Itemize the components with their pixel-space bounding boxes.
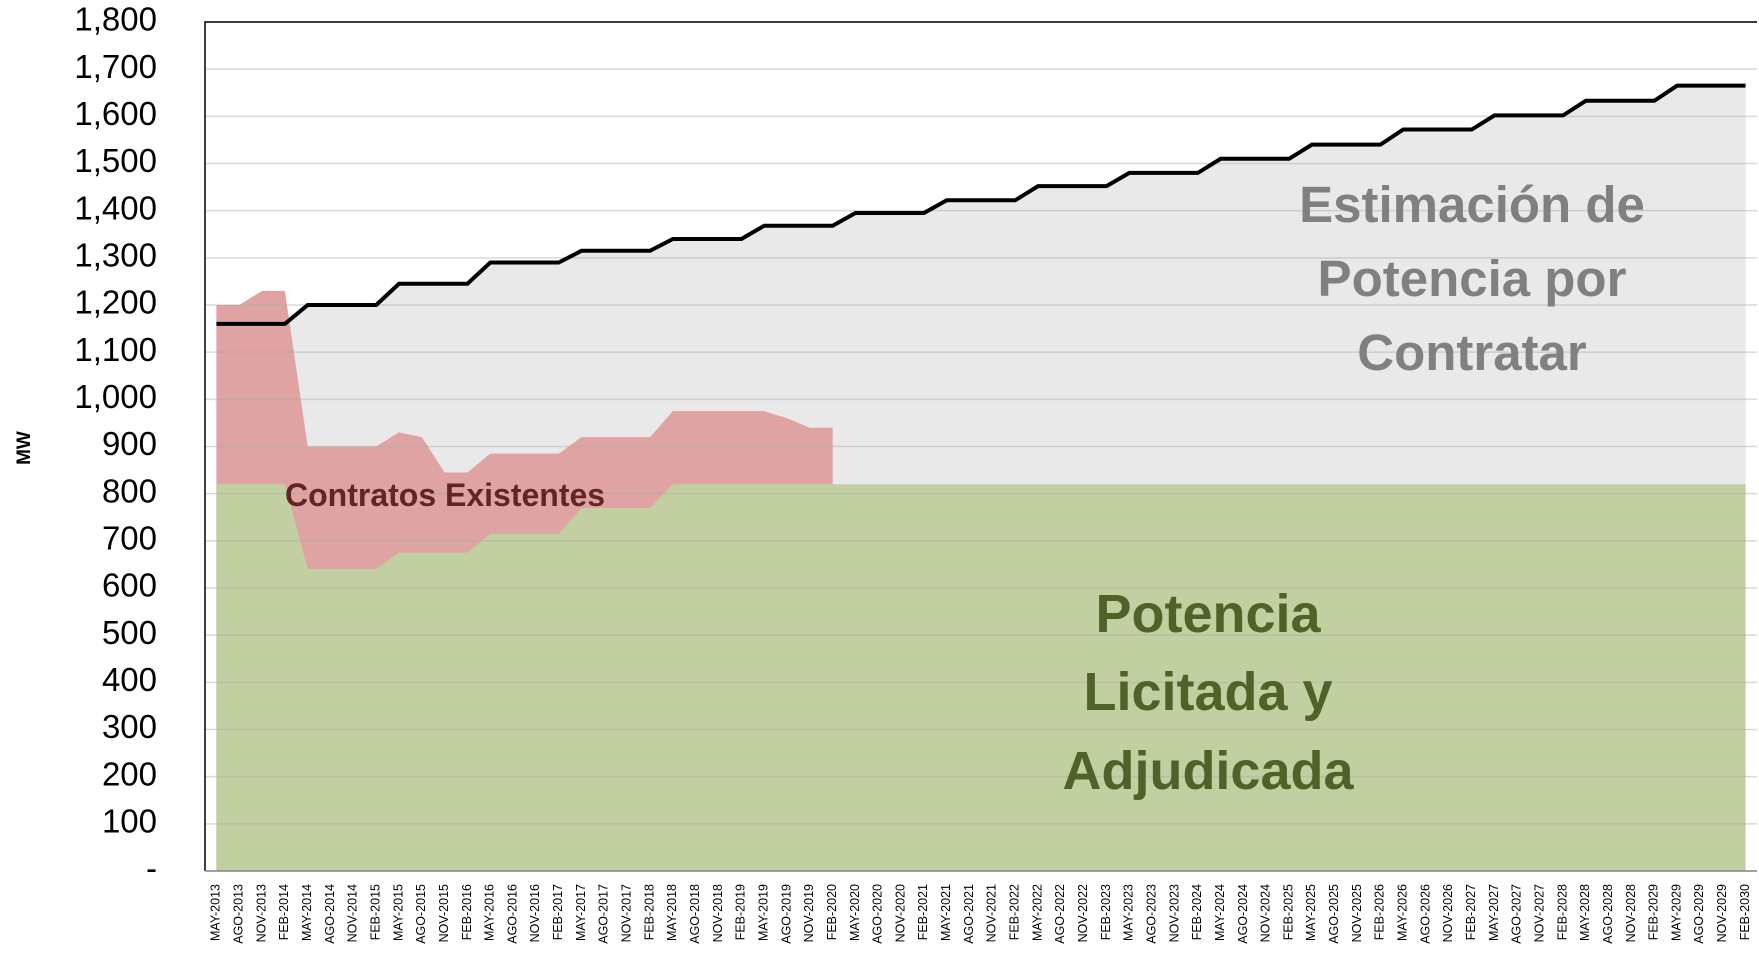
y-tick-label: 300 [102, 708, 157, 745]
x-tick-label: NOV-2019 [802, 884, 816, 942]
y-tick-label: 1,300 [74, 237, 157, 274]
x-tick-label: FEB-2024 [1190, 884, 1204, 940]
x-tick-label: MAY-2013 [209, 884, 223, 941]
x-tick-label: FEB-2015 [368, 884, 382, 940]
y-tick-label: 1,400 [74, 189, 157, 226]
x-tick-label: FEB-2016 [460, 884, 474, 940]
y-tick-label: 700 [102, 520, 157, 557]
x-tick-label: NOV-2025 [1350, 884, 1364, 942]
x-tick-label: FEB-2020 [825, 884, 839, 940]
x-tick-label: AGO-2021 [962, 884, 976, 944]
x-tick-label: MAY-2022 [1030, 884, 1044, 941]
y-tick-label: 500 [102, 614, 157, 651]
x-tick-label: FEB-2018 [642, 884, 656, 940]
x-tick-label: NOV-2017 [620, 884, 634, 942]
x-tick-label: NOV-2026 [1441, 884, 1455, 942]
x-tick-label: AGO-2017 [597, 884, 611, 944]
x-tick-label: AGO-2018 [688, 884, 702, 944]
y-tick-label: - [146, 850, 157, 887]
y-tick-label: 1,100 [74, 331, 157, 368]
line [216, 83, 1746, 326]
x-tick-label: AGO-2016 [505, 884, 519, 944]
x-tick-label: AGO-2027 [1510, 884, 1524, 944]
x-tick-label: FEB-2017 [551, 884, 565, 940]
y-tick-label: 1,500 [74, 142, 157, 179]
x-tick-label: FEB-2014 [277, 884, 291, 940]
series-label: Potencia Licitada y Adjudicada [1062, 584, 1354, 801]
x-tick-label: FEB-2027 [1464, 884, 1478, 940]
x-tick-label: NOV-2021 [985, 884, 999, 942]
x-tick-label: NOV-2029 [1715, 884, 1729, 942]
x-tick-label: MAY-2020 [848, 884, 862, 941]
x-tick-label: MAY-2018 [665, 884, 679, 941]
y-tick-label: 400 [102, 661, 157, 698]
x-tick-label: MAY-2024 [1213, 884, 1227, 941]
series-label: Estimación de Potencia por Contratar [1299, 176, 1645, 381]
x-tick-label: NOV-2015 [437, 884, 451, 942]
series-label: Contratos Existentes [285, 477, 606, 513]
y-tick-label: 800 [102, 472, 157, 509]
x-tick-label: AGO-2023 [1144, 884, 1158, 944]
x-tick-label: AGO-2026 [1418, 884, 1432, 944]
x-tick-label: MAY-2016 [483, 884, 497, 941]
y-tick-label: 1,600 [74, 95, 157, 132]
y-tick-label: 1,200 [74, 284, 157, 321]
x-tick-label: MAY-2028 [1578, 884, 1592, 941]
area [216, 484, 1746, 871]
x-tick-label: MAY-2025 [1304, 884, 1318, 941]
x-tick-label: AGO-2015 [414, 884, 428, 944]
y-tick-label: 100 [102, 803, 157, 840]
x-tick-label: NOV-2016 [528, 884, 542, 942]
x-tick-label: NOV-2018 [711, 884, 725, 942]
x-tick-label: FEB-2023 [1099, 884, 1113, 940]
x-tick-label: NOV-2014 [346, 884, 360, 942]
y-tick-label: 1,700 [74, 48, 157, 85]
x-tick-label: MAY-2014 [300, 884, 314, 941]
x-tick-label: FEB-2021 [916, 884, 930, 940]
x-tick-label: AGO-2025 [1327, 884, 1341, 944]
x-tick-label: MAY-2017 [574, 884, 588, 941]
x-tick-label: AGO-2013 [232, 884, 246, 944]
x-tick-label: MAY-2027 [1487, 884, 1501, 941]
x-tick-label: NOV-2013 [254, 884, 268, 942]
x-tick-label: MAY-2026 [1396, 884, 1410, 941]
x-tick-label: FEB-2025 [1281, 884, 1295, 940]
y-tick-label: 200 [102, 755, 157, 792]
x-tick-label: AGO-2014 [323, 884, 337, 944]
y-tick-label: 1,000 [74, 378, 157, 415]
y-tick-label: 900 [102, 425, 157, 462]
x-tick-label: MAY-2015 [391, 884, 405, 941]
x-tick-label: AGO-2020 [871, 884, 885, 944]
x-tick-label: NOV-2020 [893, 884, 907, 942]
x-tick-label: NOV-2027 [1532, 884, 1546, 942]
plot-frame [204, 21, 1757, 871]
x-tick-label: FEB-2026 [1373, 884, 1387, 940]
x-tick-label: MAY-2019 [756, 884, 770, 941]
x-tick-label: MAY-2021 [939, 884, 953, 941]
x-tick-label: MAY-2023 [1122, 884, 1136, 941]
x-tick-label: AGO-2028 [1601, 884, 1615, 944]
y-tick-label: 600 [102, 567, 157, 604]
x-tick-label: FEB-2029 [1647, 884, 1661, 940]
x-tick-label: NOV-2024 [1259, 884, 1273, 942]
x-tick-label: NOV-2023 [1167, 884, 1181, 942]
x-tick-label: FEB-2030 [1738, 884, 1752, 940]
x-tick-label: AGO-2024 [1236, 884, 1250, 944]
x-tick-label: FEB-2019 [734, 884, 748, 940]
x-tick-label: FEB-2028 [1555, 884, 1569, 940]
x-tick-label: NOV-2028 [1624, 884, 1638, 942]
x-tick-label: NOV-2022 [1076, 884, 1090, 942]
x-tick-label: AGO-2022 [1053, 884, 1067, 944]
x-tick-label: FEB-2022 [1008, 884, 1022, 940]
x-tick-label: AGO-2029 [1692, 884, 1706, 944]
x-tick-label: AGO-2019 [779, 884, 793, 944]
y-axis-label: MW [14, 431, 35, 465]
x-tick-label: MAY-2029 [1669, 884, 1683, 941]
y-tick-label: 1,800 [74, 1, 157, 38]
